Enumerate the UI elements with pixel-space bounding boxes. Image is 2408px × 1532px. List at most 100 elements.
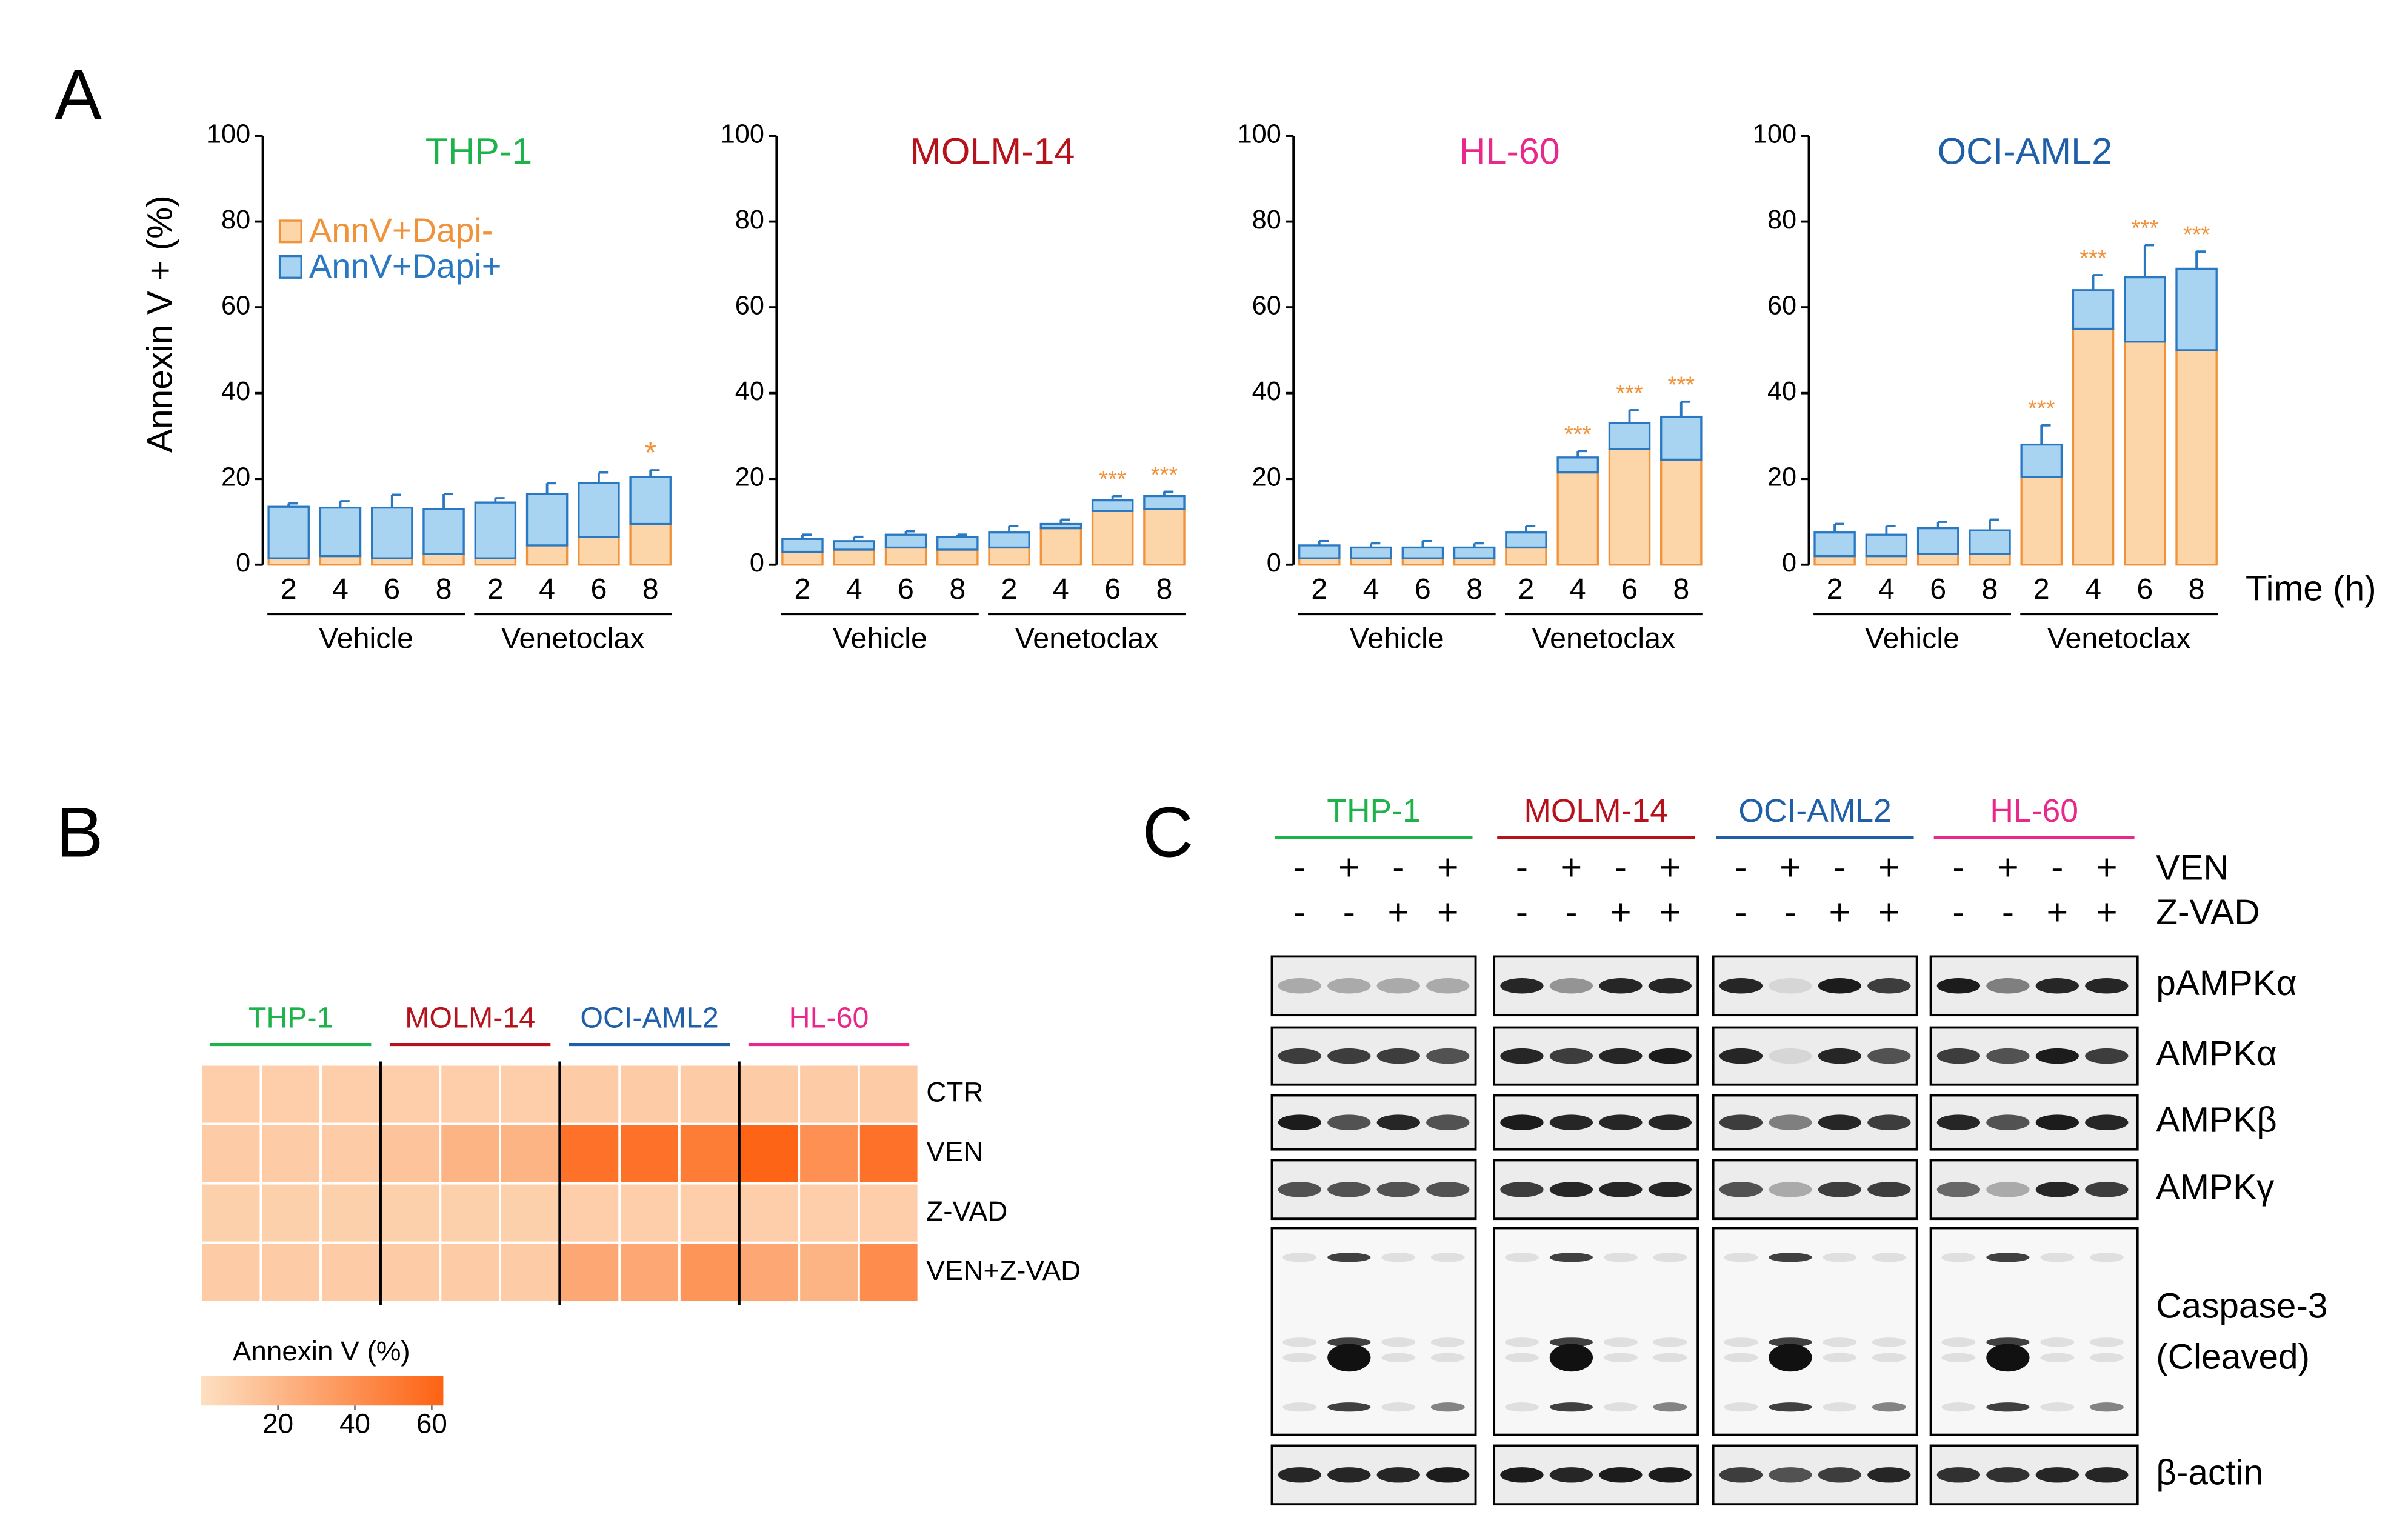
- blot-frame: [1270, 1227, 1477, 1436]
- x-tick-label: 8: [1673, 573, 1689, 605]
- bar-segment: [422, 553, 465, 566]
- condition-mark: +: [1437, 847, 1459, 888]
- bar-segment: [1660, 458, 1703, 566]
- blot-band: [1986, 1114, 2030, 1130]
- x-tick-label: 2: [487, 573, 504, 605]
- x-tick-label: 2: [1311, 573, 1327, 605]
- condition-mark: -: [1735, 847, 1747, 888]
- heatmap-cell: [857, 1241, 920, 1304]
- blot-band: [2089, 1353, 2124, 1362]
- blot-band: [1327, 1337, 1371, 1347]
- significance: ***: [1616, 381, 1643, 407]
- bar-segment: [422, 508, 465, 555]
- blot-band: [1818, 1182, 1862, 1197]
- significance: ***: [1564, 421, 1592, 447]
- colorbar-label: Annexin V (%): [233, 1336, 410, 1367]
- x-tick-label: 8: [642, 573, 659, 605]
- blot-band: [1426, 1467, 1470, 1483]
- y-tick-label: 100: [1238, 119, 1281, 148]
- group-label: Venetoclax: [2047, 622, 2191, 654]
- heatmap-cell: [379, 1122, 442, 1185]
- bar-segment: [1865, 533, 1908, 558]
- blot-band: [1769, 1467, 1812, 1483]
- heatmap-cell: [379, 1241, 442, 1304]
- significance: ***: [1099, 466, 1126, 492]
- bar-segment: [319, 506, 362, 558]
- blot-band: [1599, 1182, 1643, 1197]
- blot-band: [1648, 978, 1692, 994]
- x-tick-label: 8: [1982, 573, 1998, 605]
- heatmap-cell: [857, 1182, 920, 1244]
- blot-band: [1599, 1114, 1643, 1130]
- heatmap-cell: [439, 1182, 501, 1244]
- blot-band: [1818, 1114, 1862, 1130]
- bar-segment: [1505, 546, 1547, 566]
- blot-band: [1603, 1337, 1638, 1347]
- heatmap-cell: [678, 1182, 741, 1244]
- condition-mark: -: [1735, 891, 1747, 933]
- blot-band: [1653, 1337, 1687, 1347]
- heatmap-cell: [618, 1182, 681, 1244]
- blot-frame: [1270, 955, 1477, 1017]
- bar-segment: [1143, 495, 1186, 510]
- blot-label: AMPKα: [2156, 1034, 2277, 1073]
- x-tick-label: 6: [898, 573, 914, 605]
- blot-band: [1823, 1253, 1857, 1262]
- bar-segment: [1969, 529, 2011, 555]
- y-tick-label: 0: [236, 548, 250, 578]
- blot-band: [1936, 1114, 1981, 1130]
- x-tick-label: 2: [1518, 573, 1534, 605]
- condition-mark: -: [1784, 891, 1796, 933]
- x-tick-label: 6: [1104, 573, 1121, 605]
- condition-mark: +: [2096, 847, 2118, 888]
- group-label: MOLM-14: [1524, 793, 1668, 829]
- blot-band: [1769, 1344, 1812, 1372]
- blot-band: [1769, 1114, 1812, 1130]
- y-tick-label: 0: [1782, 548, 1796, 578]
- x-tick-label: 2: [794, 573, 810, 605]
- bar-segment: [936, 548, 979, 566]
- blot-band: [1376, 1114, 1420, 1130]
- bar-segment: [1453, 546, 1496, 559]
- blot-band: [1653, 1253, 1687, 1262]
- significance: ***: [2183, 222, 2210, 248]
- blot-band: [1599, 1467, 1643, 1483]
- heatmap-cell: [499, 1063, 561, 1125]
- x-axis-label: Time (h): [2246, 569, 2376, 608]
- blot-band: [1603, 1353, 1638, 1362]
- blot-band: [1719, 1048, 1763, 1064]
- blot-band: [1430, 1337, 1465, 1347]
- bar-segment: [525, 544, 569, 566]
- bar-segment: [1865, 555, 1908, 566]
- condition-mark: +: [1878, 847, 1900, 888]
- y-tick-label: 60: [1252, 291, 1281, 321]
- y-tick-label: 100: [721, 119, 764, 148]
- blot-band: [2035, 1467, 2079, 1483]
- blot-band: [2085, 1114, 2129, 1130]
- blot-band: [1278, 1114, 1321, 1130]
- x-tick-label: 2: [281, 573, 297, 605]
- condition-mark: +: [1878, 891, 1900, 933]
- blot-band: [1504, 1253, 1539, 1262]
- blot-band: [1818, 978, 1862, 994]
- blot-band: [1872, 1253, 1906, 1262]
- blot-band: [2040, 1337, 2075, 1347]
- blot-label: AMPKβ: [2156, 1101, 2277, 1140]
- blot-band: [1282, 1337, 1317, 1347]
- blot-band: [1823, 1402, 1857, 1412]
- legend-swatch: [278, 219, 302, 244]
- blot-band: [1867, 1182, 1911, 1197]
- condition-mark: -: [1392, 847, 1404, 888]
- bar-segment: [1969, 553, 2011, 566]
- blot-band: [1549, 1467, 1593, 1483]
- colorbar-tick-label: 40: [339, 1408, 370, 1439]
- y-tick-label: 20: [1252, 463, 1281, 492]
- blot-band: [1936, 1467, 1981, 1483]
- x-tick-label: 6: [1930, 573, 1946, 605]
- blot-band: [1986, 1337, 2030, 1347]
- group-label: OCI-AML2: [580, 1002, 718, 1034]
- bar-segment: [319, 555, 362, 566]
- legend-label: AnnV+Dapi-: [309, 211, 493, 249]
- y-tick-label: 20: [221, 463, 250, 492]
- significance: ***: [2079, 245, 2107, 271]
